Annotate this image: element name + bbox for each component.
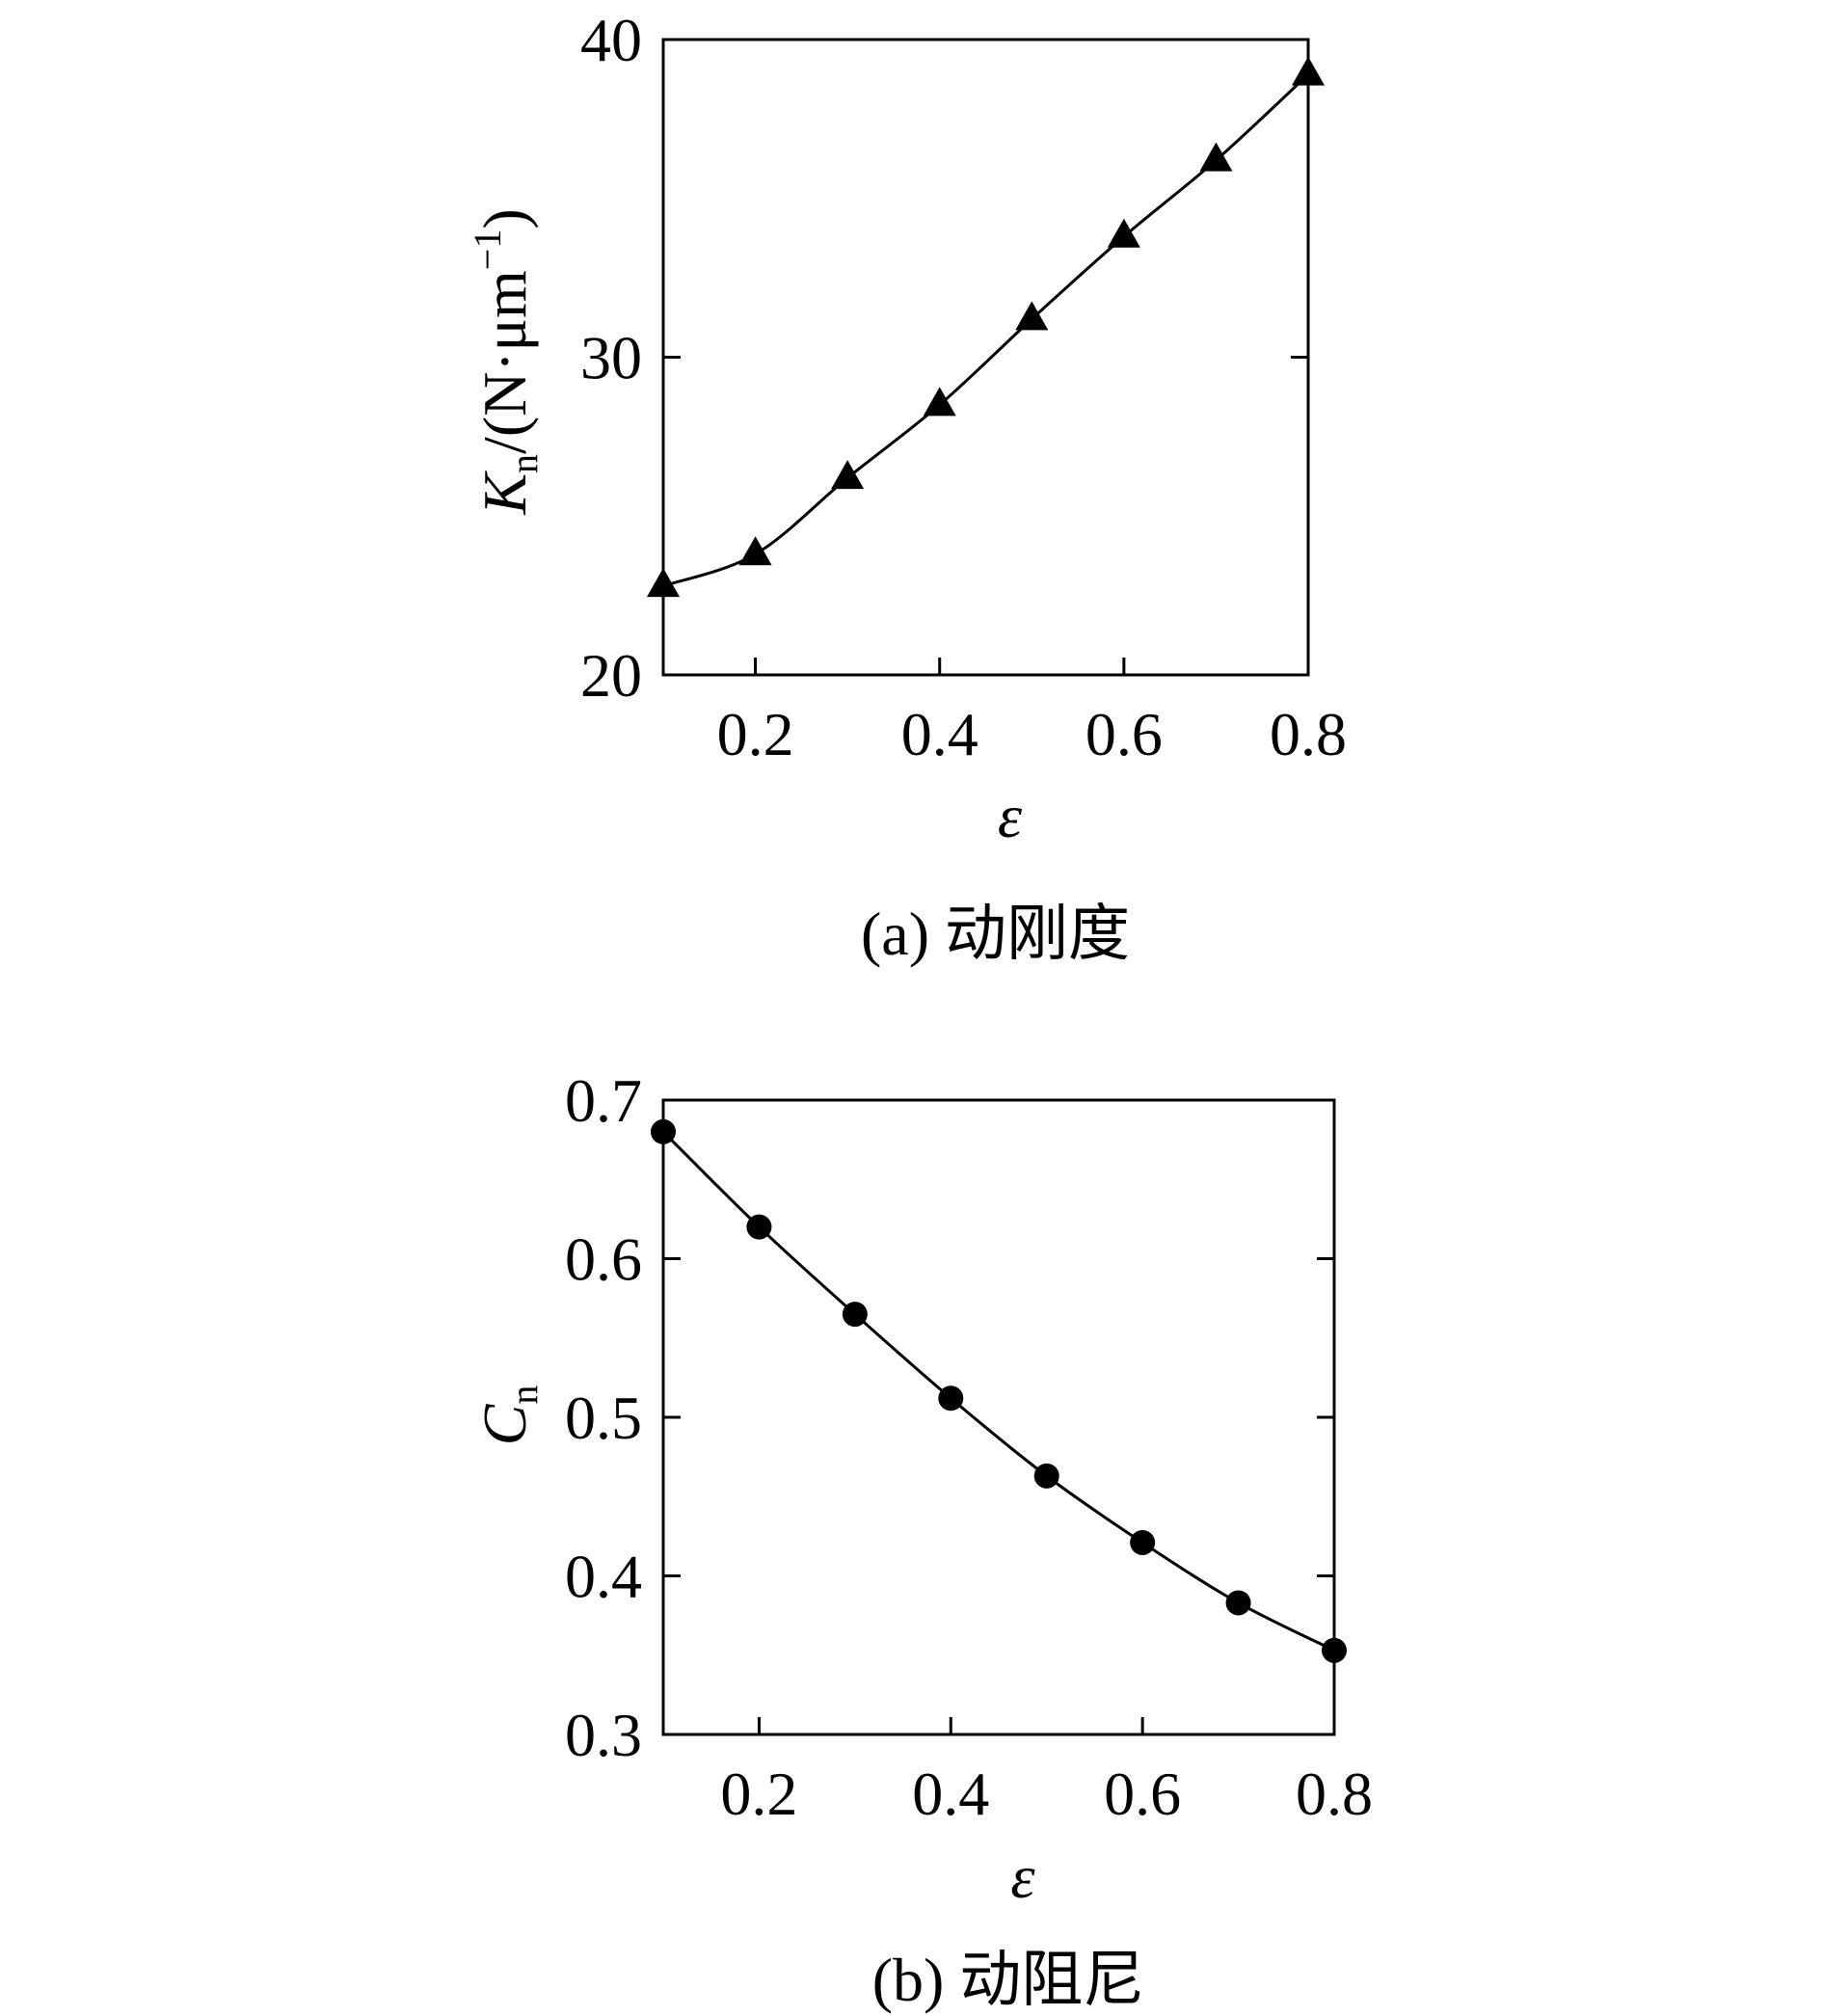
data-point-triangle (647, 568, 680, 598)
plot-frame (661, 38, 1310, 677)
figure-caption: (a) 动刚度 (861, 900, 1130, 968)
data-point-circle (651, 1118, 676, 1144)
data-point-triangle (1107, 218, 1140, 248)
data-point-circle (1322, 1637, 1347, 1663)
data-point-triangle (1292, 56, 1325, 86)
y-tick-label: 0.7 (565, 1066, 642, 1135)
x-tick-label: 0.2 (717, 700, 794, 768)
y-tick-label: 0.3 (565, 1701, 642, 1769)
x-tick-label: 0.8 (1296, 1760, 1373, 1828)
data-point-circle (1130, 1529, 1156, 1555)
x-tick-label: 0.2 (720, 1760, 797, 1828)
y-tick-label: 20 (580, 641, 642, 710)
x-tick-label: 0.8 (1270, 700, 1347, 768)
data-point-circle (1033, 1463, 1059, 1489)
plot-frame (661, 1098, 1336, 1736)
x-axis-label: ε (1010, 1842, 1035, 1911)
y-tick-label: 40 (580, 6, 642, 74)
data-point-triangle (738, 536, 772, 566)
data-point-triangle (923, 387, 956, 417)
y-tick-label: 30 (580, 324, 642, 392)
data-point-circle (1225, 1590, 1251, 1616)
data-point-circle (842, 1302, 868, 1328)
x-tick-label: 0.4 (912, 1760, 989, 1828)
x-tick-label: 0.4 (901, 700, 978, 768)
chart-dynamic-stiffness: 0.2 0.4 0.6 0.8 20 30 40 ε Kn/(N·μm−1) (a) 动刚度 (466, 6, 1347, 968)
x-tick-label: 0.6 (1104, 1760, 1181, 1828)
y-tick-label: 0.5 (565, 1384, 642, 1452)
data-point-triangle (831, 460, 865, 490)
y-axis-label: Cn (470, 1385, 546, 1446)
y-tick-label: 0.6 (565, 1225, 642, 1294)
x-tick-label: 0.6 (1085, 700, 1163, 768)
figure-caption: (b) 动阻尼 (872, 1946, 1145, 2014)
data-point-triangle (1199, 142, 1233, 172)
data-point-circle (938, 1385, 964, 1411)
series-line (661, 1130, 1335, 1653)
x-axis-label: ε (998, 782, 1023, 850)
chart-dynamic-damping: 0.2 0.4 0.6 0.8 0.3 0.4 0.5 0.6 0.7 ε Cn (b) 动阻尼 (470, 1066, 1373, 2014)
y-tick-label: 0.4 (565, 1543, 642, 1611)
data-point-triangle (1015, 301, 1049, 331)
y-axis-label: Kn/(N·μm−1) (466, 208, 546, 515)
data-point-circle (746, 1214, 772, 1240)
